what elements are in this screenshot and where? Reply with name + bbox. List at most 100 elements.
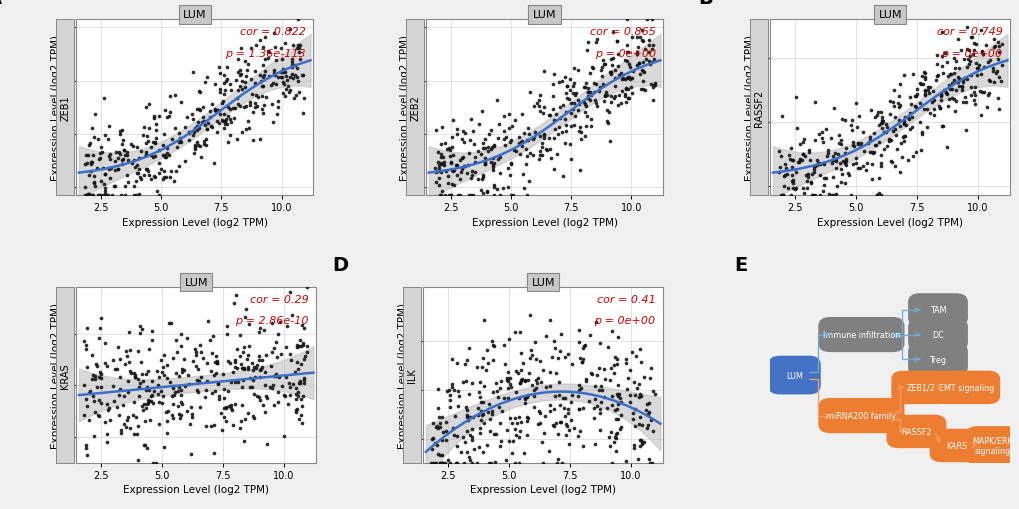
Point [280,83,297,91]
Point [465,141,481,149]
Point [174,365,191,374]
Point [270,374,286,382]
Point [165,414,181,422]
Point [117,423,133,431]
Point [587,440,603,448]
Point [993,41,1009,49]
Point [559,409,576,417]
Point [266,344,282,352]
Point [525,386,541,394]
Point [82,190,98,199]
Point [591,409,607,417]
Point [895,72,911,80]
Point [88,375,104,383]
Point [474,108,490,116]
Point [489,135,505,143]
Point [641,61,657,69]
Point [296,374,312,382]
Point [870,122,887,130]
Text: E: E [734,256,747,275]
Point [608,101,625,109]
Point [958,99,974,107]
Point [591,340,607,348]
Point [621,64,637,72]
Point [77,395,94,404]
Point [484,161,500,169]
Point [962,92,978,100]
Point [791,140,807,149]
Point [838,157,854,165]
Point [898,122,914,130]
Point [610,92,627,100]
Point [113,192,129,200]
Point [832,166,848,174]
Point [436,459,452,467]
Point [226,358,243,366]
Point [430,181,446,189]
Point [496,361,513,369]
Point [155,151,171,159]
Point [595,365,611,373]
Point [984,68,1001,76]
Point [238,67,255,75]
Point [485,160,501,168]
Point [868,192,884,200]
Point [176,123,193,131]
Point [639,424,655,432]
Point [916,88,932,96]
Point [640,42,656,50]
Point [277,40,293,48]
Point [832,160,848,168]
Point [427,127,443,135]
Point [601,69,618,77]
Point [442,404,459,412]
Point [86,397,102,405]
Point [227,291,244,299]
Point [548,151,565,159]
Point [511,413,527,421]
Point [486,142,502,150]
Point [887,126,903,134]
Point [513,111,529,119]
Point [173,342,190,350]
Point [75,381,92,389]
Point [644,83,660,92]
Point [432,154,448,162]
Point [452,169,469,177]
Title: LUM: LUM [532,10,555,20]
Point [193,349,209,357]
Point [266,67,282,75]
Point [510,370,526,378]
Point [156,352,172,360]
Point [281,87,298,95]
Point [428,179,444,187]
Point [258,392,274,401]
Point [76,411,93,419]
Point [591,364,607,373]
Point [472,393,488,401]
Point [130,190,147,199]
Point [255,72,271,80]
Point [448,130,465,138]
Point [81,416,97,425]
Point [529,374,545,382]
Point [578,79,594,88]
Point [234,364,251,373]
Point [527,377,543,385]
Point [491,442,507,450]
Point [612,398,629,406]
Point [815,182,832,190]
Point [77,444,94,453]
Point [791,155,807,163]
Point [872,117,889,125]
Point [98,192,114,200]
Point [106,183,122,191]
Point [268,57,284,65]
Point [292,360,309,369]
Point [620,374,636,382]
Point [98,192,114,200]
Point [265,30,281,38]
Point [524,381,540,389]
Point [274,66,290,74]
Point [886,87,902,95]
